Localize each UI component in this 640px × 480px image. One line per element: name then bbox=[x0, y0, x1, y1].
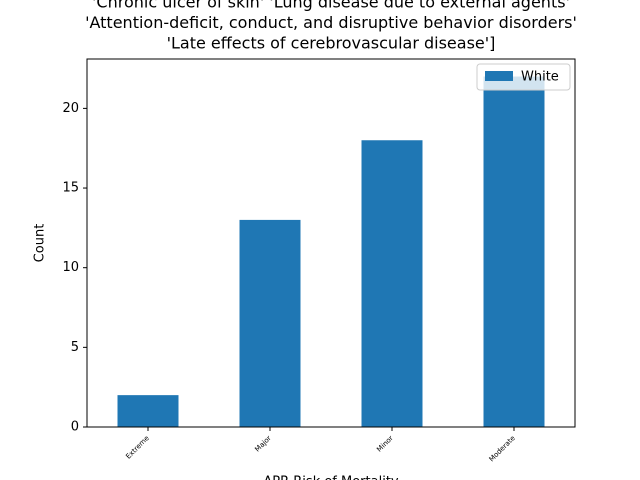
legend-label: White bbox=[521, 70, 559, 85]
y-tick-label: 20 bbox=[62, 101, 79, 116]
x-tick-label: Extreme bbox=[124, 434, 150, 460]
legend: White bbox=[476, 63, 571, 91]
legend-box bbox=[476, 63, 571, 91]
axes-frame bbox=[86, 58, 576, 428]
y-tick-label: 5 bbox=[71, 340, 79, 355]
bar bbox=[361, 140, 423, 427]
legend-swatch bbox=[485, 71, 513, 81]
y-tick-label: 0 bbox=[71, 420, 79, 435]
chart-title: 'Late effects of cerebrovascular disease… bbox=[167, 34, 496, 53]
chart-title: 'Chronic ulcer of skin' 'Lung disease du… bbox=[92, 0, 570, 12]
x-tick-label: Moderate bbox=[488, 434, 517, 463]
bar bbox=[117, 395, 179, 427]
y-axis-label: Count bbox=[33, 224, 48, 263]
x-axis-label: APR Risk of Mortality bbox=[263, 475, 399, 480]
bar bbox=[483, 76, 545, 428]
y-tick-label: 15 bbox=[62, 181, 79, 196]
x-tick-label: Major bbox=[253, 434, 272, 453]
bar bbox=[239, 219, 301, 427]
chart-title: 'Attention-deficit, conduct, and disrupt… bbox=[85, 13, 577, 32]
y-tick-label: 10 bbox=[62, 260, 79, 275]
x-tick-label: Minor bbox=[375, 434, 395, 454]
